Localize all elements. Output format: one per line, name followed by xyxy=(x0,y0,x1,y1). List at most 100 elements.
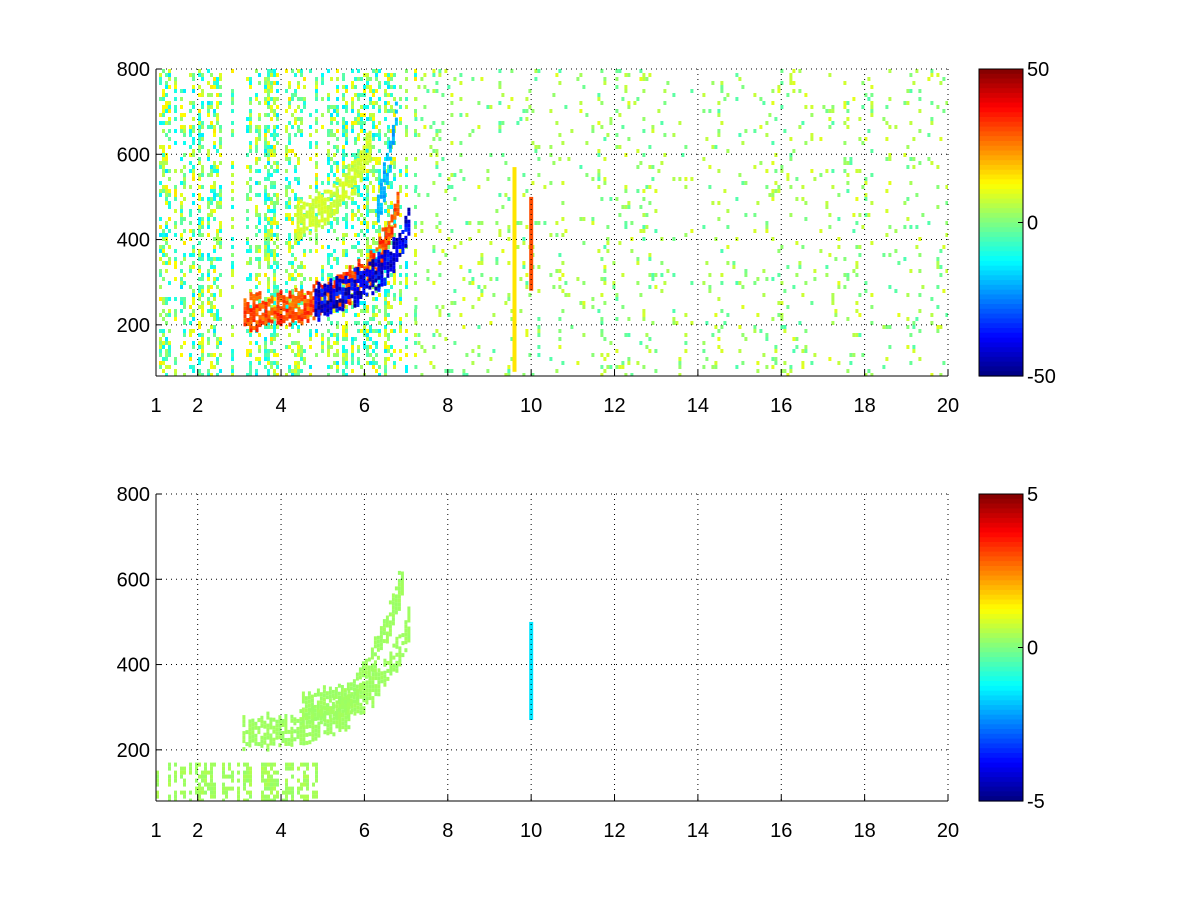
heatmap-cell xyxy=(270,337,273,341)
heatmap-cell xyxy=(294,369,297,373)
heatmap-cell xyxy=(711,201,715,205)
heatmap-band-cell xyxy=(400,591,404,596)
colorbar-segment xyxy=(979,796,1023,802)
heatmap-band-cell xyxy=(355,700,359,705)
heatmap-band-cell xyxy=(320,206,324,211)
heatmap-cell xyxy=(717,109,721,113)
heatmap-cell xyxy=(303,774,306,779)
heatmap-band-cell xyxy=(272,725,276,730)
heatmap-cell xyxy=(156,770,159,775)
heatmap-cell xyxy=(621,205,625,209)
heatmap-cell xyxy=(270,365,273,369)
heatmap-cell xyxy=(639,77,643,81)
heatmap-cell xyxy=(225,790,228,795)
heatmap-cell xyxy=(384,73,387,77)
heatmap-cell xyxy=(333,229,336,233)
heatmap-cell xyxy=(765,221,769,225)
heatmap-cell xyxy=(642,73,646,77)
heatmap-cell xyxy=(939,273,943,277)
heatmap-cell xyxy=(207,257,210,261)
colorbar-segment xyxy=(979,498,1023,505)
heatmap-cell xyxy=(849,157,853,161)
heatmap-band-cell xyxy=(365,684,369,689)
heatmap-band-cell xyxy=(319,696,323,701)
heatmap-cell xyxy=(627,101,631,105)
heatmap-cell xyxy=(399,281,402,285)
heatmap-cell xyxy=(198,85,201,89)
heatmap-band-cell xyxy=(392,241,396,246)
heatmap-cell xyxy=(297,766,300,771)
heatmap-cell xyxy=(351,217,354,221)
heatmap-cell xyxy=(213,237,216,241)
heatmap-band-cell xyxy=(317,285,321,290)
heatmap-cell xyxy=(831,185,835,189)
heatmap-cell xyxy=(702,109,706,113)
colorbar-segment xyxy=(979,772,1023,778)
heatmap-cell xyxy=(534,221,538,225)
heatmap-band-cell xyxy=(375,267,379,272)
heatmap-cell xyxy=(378,157,381,161)
heatmap-band-cell xyxy=(281,739,285,743)
heatmap-cell xyxy=(813,353,817,357)
heatmap-band-cell xyxy=(364,666,368,671)
heatmap-band-cell xyxy=(341,185,345,190)
heatmap-cell xyxy=(342,369,345,373)
heatmap-cell xyxy=(180,125,183,129)
heatmap-band-cell xyxy=(252,310,256,315)
colorbar-segment xyxy=(979,136,1023,142)
heatmap-cell xyxy=(438,313,442,317)
heatmap-cell xyxy=(792,285,796,289)
heatmap-cell xyxy=(366,149,369,153)
heatmap-band-cell xyxy=(383,265,387,270)
heatmap-cell xyxy=(213,333,216,337)
heatmap-cell xyxy=(267,233,270,237)
heatmap-cell xyxy=(366,189,369,193)
heatmap-band-cell xyxy=(305,740,309,745)
heatmap-cell xyxy=(603,281,607,285)
heatmap-cell xyxy=(219,189,222,193)
heatmap-cell xyxy=(909,121,913,125)
heatmap-band-cell xyxy=(366,258,370,263)
heatmap-cell xyxy=(237,778,240,783)
heatmap-cell xyxy=(435,149,439,153)
heatmap-cell xyxy=(258,193,261,197)
heatmap-cell xyxy=(258,273,261,277)
heatmap-cell xyxy=(843,161,847,165)
heatmap-cell xyxy=(399,357,402,361)
heatmap-cell xyxy=(327,245,330,249)
heatmap-cell xyxy=(288,157,291,161)
heatmap-cell xyxy=(315,766,318,771)
heatmap-cell xyxy=(342,201,345,205)
heatmap-cell xyxy=(477,261,481,265)
heatmap-band-cell xyxy=(335,308,339,312)
heatmap-cell xyxy=(621,97,625,101)
heatmap-cell xyxy=(405,365,408,369)
heatmap-band-cell xyxy=(332,300,336,305)
heatmap-cell xyxy=(327,337,330,341)
heatmap-cell xyxy=(255,277,258,281)
heatmap-cell xyxy=(333,361,336,365)
heatmap-cell xyxy=(273,185,276,189)
heatmap-band-cell xyxy=(352,683,356,688)
heatmap-cell xyxy=(273,289,276,293)
heatmap-band-cell xyxy=(347,689,351,694)
heatmap-band-cell xyxy=(385,615,389,620)
heatmap-cell xyxy=(294,353,297,357)
heatmap-band-cell xyxy=(248,719,252,724)
heatmap-cell xyxy=(753,329,757,333)
heatmap-band-cell xyxy=(246,318,250,322)
heatmap-cell xyxy=(285,149,288,153)
heatmap-cell xyxy=(858,213,862,217)
heatmap-cell xyxy=(216,361,219,365)
heatmap-cell xyxy=(624,73,628,77)
heatmap-cell xyxy=(393,221,396,225)
heatmap-cell xyxy=(201,173,204,177)
heatmap-cell xyxy=(843,105,847,109)
heatmap-band-cell xyxy=(359,283,363,287)
heatmap-cell xyxy=(210,85,213,89)
heatmap-band-cell xyxy=(378,240,382,245)
heatmap-cell xyxy=(207,69,210,73)
heatmap-cell xyxy=(642,229,646,233)
heatmap-cell xyxy=(198,774,201,779)
heatmap-band-cell xyxy=(392,643,396,648)
